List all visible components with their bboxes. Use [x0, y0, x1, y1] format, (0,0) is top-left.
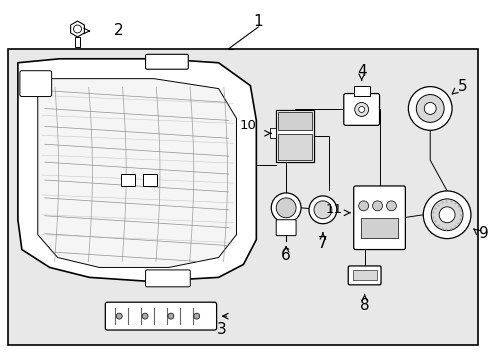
Text: 7: 7: [318, 236, 327, 251]
Bar: [278, 134, 311, 160]
FancyBboxPatch shape: [145, 54, 188, 69]
Text: 11: 11: [325, 203, 342, 216]
Circle shape: [438, 207, 454, 223]
FancyBboxPatch shape: [145, 270, 190, 287]
Polygon shape: [38, 78, 236, 267]
Text: 9: 9: [478, 226, 488, 241]
Polygon shape: [70, 21, 84, 37]
Text: 1: 1: [253, 14, 263, 28]
Text: 4: 4: [356, 64, 366, 79]
Text: 6: 6: [281, 248, 290, 263]
Polygon shape: [121, 174, 135, 186]
Bar: [74, 37, 81, 47]
Circle shape: [142, 313, 148, 319]
Polygon shape: [143, 174, 157, 186]
FancyBboxPatch shape: [353, 186, 405, 249]
Circle shape: [358, 201, 368, 211]
Circle shape: [167, 313, 174, 319]
Circle shape: [423, 191, 470, 239]
Text: 8: 8: [359, 298, 369, 313]
Circle shape: [73, 25, 81, 33]
Circle shape: [358, 107, 364, 112]
Circle shape: [354, 103, 368, 116]
Circle shape: [193, 313, 199, 319]
Circle shape: [276, 198, 295, 218]
Bar: [8, 49, 477, 345]
Circle shape: [313, 201, 331, 219]
FancyBboxPatch shape: [20, 71, 52, 96]
Bar: [270, 128, 276, 138]
FancyBboxPatch shape: [276, 220, 295, 236]
Text: 5: 5: [457, 79, 467, 94]
Circle shape: [308, 196, 336, 224]
Circle shape: [424, 103, 435, 114]
Circle shape: [407, 87, 451, 130]
Bar: [278, 112, 311, 130]
Bar: [353, 86, 369, 95]
Circle shape: [430, 199, 462, 231]
Polygon shape: [18, 59, 256, 282]
Circle shape: [415, 95, 443, 122]
FancyBboxPatch shape: [347, 266, 380, 285]
Text: 3: 3: [216, 321, 226, 337]
Circle shape: [271, 193, 301, 223]
FancyBboxPatch shape: [105, 302, 216, 330]
Circle shape: [372, 201, 382, 211]
Bar: [276, 111, 313, 162]
Text: 10: 10: [240, 119, 256, 132]
Bar: [360, 218, 398, 238]
Text: 2: 2: [114, 23, 123, 39]
Bar: [352, 270, 376, 280]
Circle shape: [116, 313, 122, 319]
Circle shape: [386, 201, 396, 211]
FancyBboxPatch shape: [343, 94, 379, 125]
